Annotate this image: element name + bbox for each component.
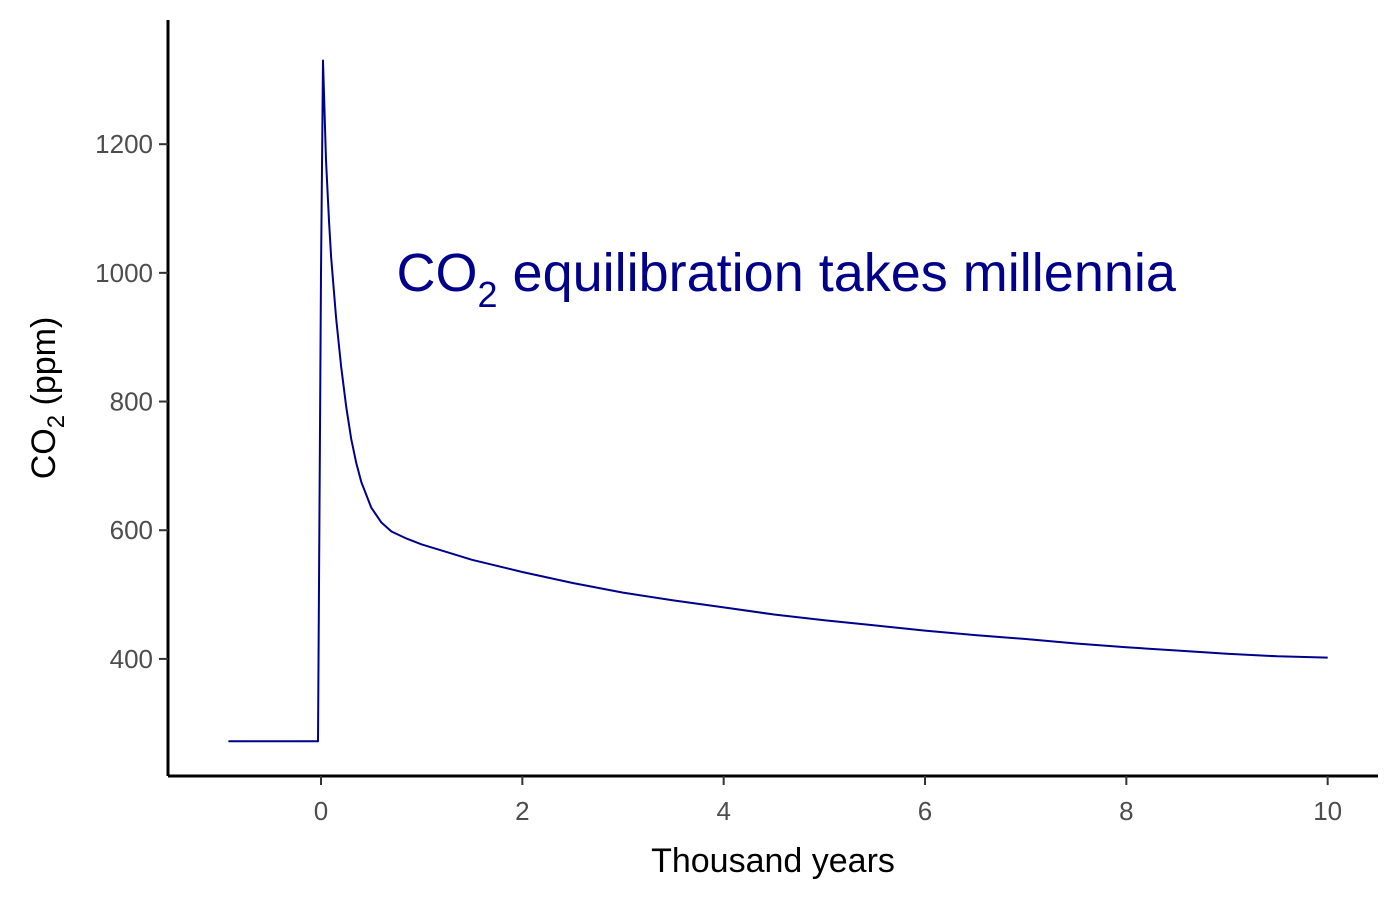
y-axis-title-subscript: 2 <box>43 415 70 428</box>
plot-area <box>228 59 1328 743</box>
y-tick-label: 1000 <box>95 258 153 288</box>
y-tick-label: 400 <box>110 644 153 674</box>
annotation-subscript: 2 <box>478 274 498 315</box>
x-tick-label: 2 <box>515 796 529 826</box>
y-axis-title: CO2 (ppm) <box>25 317 70 480</box>
y-axis-title-main: CO <box>25 428 63 479</box>
annotation-suffix: equilibration takes millennia <box>498 243 1177 303</box>
y-axis-ticks: 400 600 800 1000 1200 <box>95 129 168 674</box>
chart-annotation: CO2 equilibration takes millennia <box>397 243 1177 315</box>
y-tick-label: 1200 <box>95 129 153 159</box>
x-tick-label: 0 <box>314 796 328 826</box>
y-tick-label: 800 <box>110 387 153 417</box>
x-tick-label: 4 <box>716 796 730 826</box>
x-axis-title: Thousand years <box>651 842 895 880</box>
x-tick-label: 10 <box>1313 796 1342 826</box>
y-tick-label: 600 <box>110 515 153 545</box>
y-axis-title-suffix: (ppm) <box>25 317 63 415</box>
x-tick-label: 6 <box>918 796 932 826</box>
x-tick-label: 8 <box>1119 796 1133 826</box>
co2-series-line-0 <box>228 59 1328 743</box>
x-axis-ticks: 0 2 4 6 8 10 <box>314 776 1342 826</box>
annotation-main: CO <box>397 243 478 303</box>
